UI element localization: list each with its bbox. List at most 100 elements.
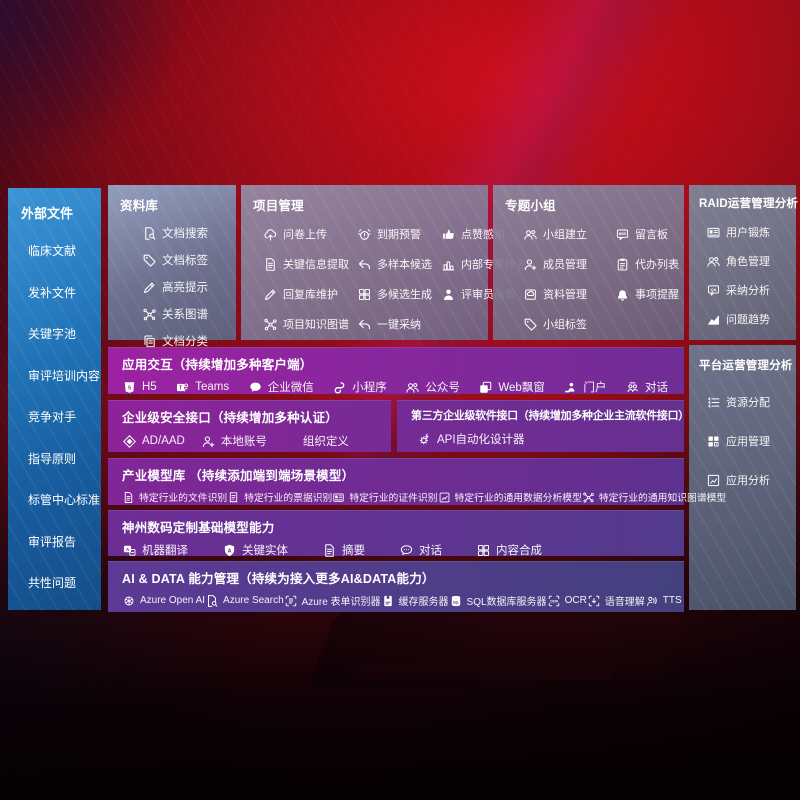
feature-item[interactable]: 机器翻译: [122, 542, 188, 558]
feature-item[interactable]: 用户锻炼: [706, 224, 788, 240]
feature-item[interactable]: 多候选生成: [357, 286, 439, 302]
feature-item[interactable]: 一键采纳: [357, 316, 439, 332]
feature-label: 关键信息提取: [283, 259, 349, 271]
feature-item[interactable]: 资料管理: [523, 286, 615, 302]
feature-item[interactable]: H5: [122, 380, 157, 395]
feature-item[interactable]: 关键实体: [222, 542, 288, 558]
feature-label: Teams: [195, 381, 230, 393]
feature-item[interactable]: 企业微信: [248, 379, 314, 395]
feature-item[interactable]: 项目知识图谱: [263, 316, 355, 332]
feature-item[interactable]: SQL数据库服务器: [449, 593, 547, 608]
feature-item[interactable]: 应用管理: [706, 433, 788, 449]
feature-item[interactable]: Azure Search: [205, 594, 284, 608]
feature-label: 机器翻译: [142, 545, 188, 557]
feature-label: 对话: [644, 382, 668, 394]
feature-label: 应用分析: [726, 475, 770, 487]
panel-topic-groups-title: 专题小组: [505, 199, 556, 213]
feature-item[interactable]: 特定行业的证件识别: [332, 490, 438, 504]
feature-item[interactable]: 对话: [399, 542, 442, 558]
feature-item[interactable]: 高亮提示: [142, 279, 228, 295]
feature-item[interactable]: 关系图谱: [142, 306, 228, 322]
feature-item[interactable]: 小组建立: [523, 226, 615, 242]
feature-item[interactable]: Azure 表单识别器: [284, 593, 381, 608]
feature-item[interactable]: 特定行业的通用数据分析模型: [438, 490, 582, 504]
sidebar-item[interactable]: 审评培训内容: [28, 367, 101, 384]
feature-item[interactable]: 角色管理: [706, 253, 788, 269]
feature-label: 留言板: [635, 229, 668, 241]
feature-item[interactable]: API自动化设计器: [417, 431, 525, 447]
feature-item[interactable]: 问题趋势: [706, 311, 788, 327]
feature-item[interactable]: 资源分配: [706, 394, 788, 410]
window-icon: [478, 380, 493, 395]
feature-label: 对话: [419, 545, 442, 557]
sidebar-item[interactable]: 审评报告: [28, 533, 101, 550]
feature-item[interactable]: 到期预警: [357, 226, 439, 242]
feature-item[interactable]: 摘要: [322, 542, 365, 558]
feature-item[interactable]: AD/AAD: [122, 434, 185, 449]
feature-label: 小组建立: [543, 229, 587, 241]
grid-icon: [706, 434, 721, 449]
feature-label: 企业微信: [267, 382, 314, 394]
sidebar-items: 临床文献 发补文件 关键字池 审评培训内容 竞争对手: [21, 242, 101, 591]
feature-item[interactable]: 内容合成: [476, 542, 542, 558]
feature-item[interactable]: Web飘窗: [478, 379, 545, 395]
sidebar-item[interactable]: 关键字池: [28, 325, 101, 342]
feature-item[interactable]: 组织定义: [283, 433, 349, 449]
feature-item[interactable]: 特定行业的票据识别: [227, 490, 332, 504]
graph-icon: [142, 307, 157, 322]
feature-item[interactable]: 应用分析: [706, 472, 788, 488]
feature-item[interactable]: 公众号: [405, 379, 460, 395]
feature-label: 问卷上传: [283, 229, 327, 241]
feature-item[interactable]: 文档搜索: [142, 225, 228, 241]
people-icon: [706, 254, 721, 269]
sidebar-item[interactable]: 指导原则: [28, 450, 101, 467]
feature-label: AD/AAD: [142, 435, 185, 447]
feature-item[interactable]: 关键信息提取: [263, 256, 355, 272]
box-icon: [523, 287, 538, 302]
feature-item[interactable]: OCR: [547, 594, 587, 608]
feature-item[interactable]: 多样本候选: [357, 256, 439, 272]
sidebar-external-files: 外部文件 临床文献 发补文件 关键字池 审评培训内: [8, 188, 101, 610]
panel-library: 资料库 文档搜索 文档标签 高亮提示: [108, 185, 236, 348]
feature-item[interactable]: 回复库维护: [263, 286, 355, 302]
feature-item[interactable]: 对话: [625, 379, 668, 395]
feature-item[interactable]: 事项提醒: [615, 286, 679, 302]
sidebar-item[interactable]: 临床文献: [28, 242, 101, 259]
sidebar-item[interactable]: 共性问题: [28, 574, 101, 591]
feature-item[interactable]: 采纳分析: [706, 282, 788, 298]
feature-item[interactable]: Azure Open AI: [122, 594, 205, 608]
org-icon: [283, 434, 298, 449]
feature-label: 文档搜索: [162, 228, 208, 240]
panel-library-items: 文档搜索 文档标签 高亮提示 关系图谱: [120, 225, 228, 349]
feature-item[interactable]: 语音理解: [587, 593, 645, 608]
feature-label: 特定行业的证件识别: [349, 493, 438, 504]
server-icon: [381, 594, 395, 608]
bell-icon: [615, 287, 630, 302]
row-ai-data-management: AI & DATA 能力管理（持续为接入更多AI&DATA能力） Azure O…: [108, 561, 684, 612]
person-add-icon: [523, 257, 538, 272]
feature-item[interactable]: 问卷上传: [263, 226, 355, 242]
feature-item[interactable]: 特定行业的文件识别: [122, 490, 227, 504]
tag-icon: [142, 253, 157, 268]
feature-item[interactable]: Teams: [175, 380, 229, 395]
people-icon: [405, 380, 420, 395]
feature-item[interactable]: 小组标签: [523, 316, 615, 332]
feature-label: 语音理解: [604, 597, 645, 608]
feature-item[interactable]: 代办列表: [615, 256, 679, 272]
feature-item[interactable]: TTS: [645, 594, 682, 608]
feature-item[interactable]: 文档标签: [142, 252, 228, 268]
box-enterprise-security-title: 企业级安全接口（持续增加多种认证）: [122, 411, 338, 425]
sidebar-item[interactable]: 标管中心标准: [28, 491, 101, 508]
feature-item[interactable]: 特定行业的通用知识图谱模型: [582, 490, 726, 504]
sidebar-item[interactable]: 发补文件: [28, 284, 101, 301]
feature-item[interactable]: 文档分类: [142, 333, 228, 349]
feature-item[interactable]: 留言板: [615, 226, 679, 242]
feature-item[interactable]: 缓存服务器: [381, 593, 449, 608]
feature-item[interactable]: 小程序: [332, 379, 387, 395]
translate-icon: [122, 543, 137, 558]
feature-item[interactable]: 成员管理: [523, 256, 615, 272]
feature-item[interactable]: 本地账号: [201, 433, 267, 449]
feature-item[interactable]: 门户: [563, 379, 606, 395]
sidebar-item[interactable]: 竞争对手: [28, 408, 101, 425]
